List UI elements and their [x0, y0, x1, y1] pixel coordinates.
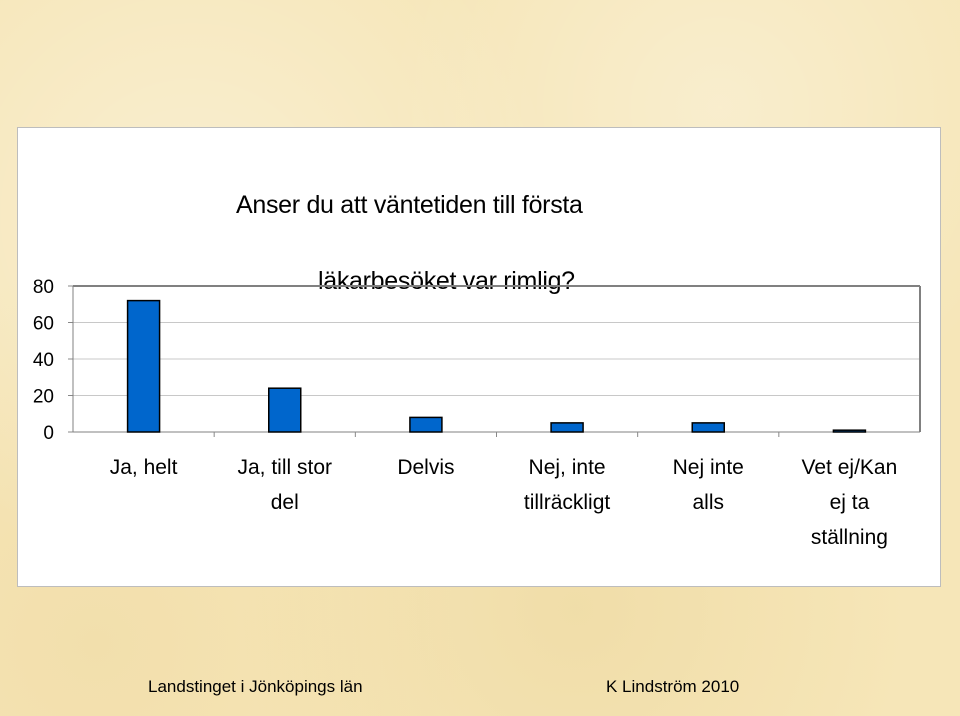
- y-tick-label: 40: [33, 350, 54, 371]
- footer-author-year: K Lindström 2010: [606, 677, 740, 696]
- bar: [126, 299, 161, 433]
- x-tick-label: Delvis: [397, 456, 454, 479]
- x-tick-label: Nej, inte: [529, 456, 606, 479]
- bar: [268, 387, 302, 433]
- y-tick-label: 0: [43, 423, 54, 444]
- bar: [409, 416, 443, 433]
- x-tick-label: ställning: [811, 526, 888, 549]
- x-tick-label: del: [271, 491, 299, 514]
- x-tick-label: Nej inte: [673, 456, 744, 479]
- x-tick-label: Ja, helt: [110, 456, 178, 479]
- y-tick-label: 80: [33, 277, 54, 298]
- chart-title: Anser du att väntetiden till första läka…: [236, 148, 716, 338]
- bar: [832, 429, 867, 433]
- x-tick-label: Vet ej/Kan: [802, 456, 898, 479]
- x-tick-label: alls: [692, 491, 724, 514]
- footer-organization: Landstinget i Jönköpings län: [148, 677, 363, 696]
- chart-title-line-2: läkarbesöket var rimlig?: [318, 267, 575, 295]
- chart-panel: Anser du att väntetiden till första läka…: [17, 127, 941, 587]
- x-tick-label: tillräckligt: [524, 491, 611, 514]
- bar: [550, 422, 584, 433]
- x-tick-label: ej ta: [830, 491, 870, 514]
- x-tick-label: Ja, till stor: [237, 456, 332, 479]
- y-tick-label: 20: [33, 387, 54, 408]
- y-tick-label: 60: [33, 314, 54, 335]
- chart-title-line-1: Anser du att väntetiden till första: [236, 191, 583, 219]
- bar: [691, 422, 725, 433]
